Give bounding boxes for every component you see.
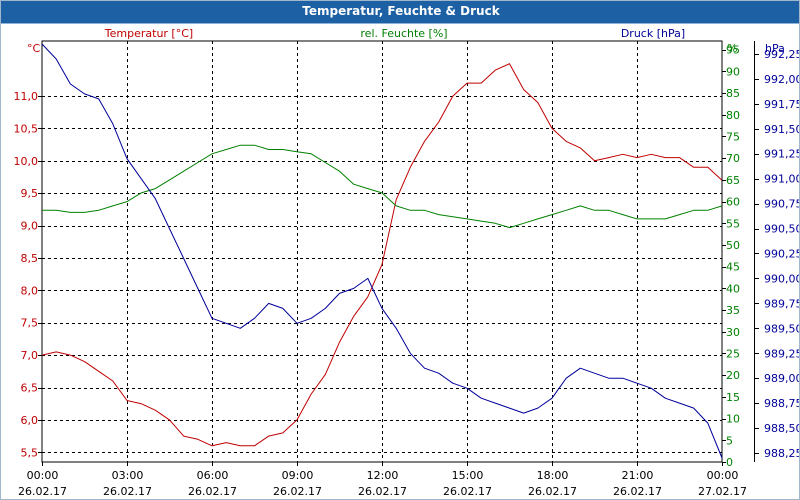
humidity-tick-label: 70: [726, 152, 740, 165]
pressure-tick-label: 988,50: [764, 422, 800, 435]
humidity-tick-label: 5: [726, 434, 733, 447]
x-tick-label-time: 09:00: [282, 469, 314, 482]
pressure-tick-label: 991,50: [764, 123, 800, 136]
x-tick-label-date: 26.02.17: [103, 485, 152, 498]
temperature-tick-label: 9,0: [21, 220, 39, 233]
x-tick-label-date: 26.02.17: [613, 485, 662, 498]
pressure-tick-label: 991,25: [764, 148, 800, 161]
humidity-tick-label: 55: [726, 217, 740, 230]
x-tick-label-date: 26.02.17: [188, 485, 237, 498]
pressure-tick-label: 990,25: [764, 247, 800, 260]
temperature-tick-label: 7,0: [21, 349, 39, 362]
temperature-tick-label: 8,0: [21, 284, 39, 297]
pressure-tick-label: 989,00: [764, 372, 800, 385]
temperature-tick-label: 9,5: [21, 187, 39, 200]
x-tick-label-date: 26.02.17: [443, 485, 492, 498]
temperature-axis-unit: °C: [27, 42, 41, 55]
pressure-tick-label: 989,50: [764, 322, 800, 335]
humidity-tick-label: 30: [726, 326, 740, 339]
humidity-tick-label: 25: [726, 347, 740, 360]
x-tick-label-date: 27.02.17: [698, 485, 747, 498]
temperature-tick-label: 10,0: [14, 155, 39, 168]
pressure-tick-label: 992,25: [764, 48, 800, 61]
temperature-tick-label: 11,0: [14, 90, 39, 103]
series-label-humidity: rel. Feuchte [%]: [360, 27, 447, 40]
humidity-tick-label: 65: [726, 174, 740, 187]
humidity-tick-label: 75: [726, 130, 740, 143]
series-line-temperature: [41, 63, 723, 447]
x-tick-label-date: 26.02.17: [273, 485, 322, 498]
x-tick-label-time: 21:00: [622, 469, 654, 482]
series-line-humidity: [42, 144, 723, 229]
x-tick-label-time: 18:00: [537, 469, 569, 482]
humidity-tick-label: 60: [726, 196, 740, 209]
series-line-pressure: [41, 43, 723, 459]
title-bar: Temperatur, Feuchte & Druck: [1, 1, 799, 24]
pressure-tick-label: 988,25: [764, 447, 800, 460]
series-label-temperature: Temperatur [°C]: [104, 27, 193, 40]
x-tick-label-date: 26.02.17: [358, 485, 407, 498]
humidity-tick-label: 95: [726, 44, 740, 57]
pressure-tick-label: 990,75: [764, 198, 800, 211]
x-tick-label-time: 15:00: [452, 469, 484, 482]
pressure-tick-label: 992,00: [764, 73, 800, 86]
humidity-tick-label: 10: [726, 413, 740, 426]
humidity-tick-label: 40: [726, 282, 740, 295]
x-tick-label-date: 26.02.17: [528, 485, 577, 498]
temperature-tick-label: 10,5: [14, 122, 39, 135]
temperature-tick-label: 8,5: [21, 252, 39, 265]
x-tick-label-time: 00:00: [27, 469, 59, 482]
temperature-tick-label: 7,5: [21, 317, 39, 330]
humidity-axis-unit: %: [727, 42, 737, 55]
pressure-tick-label: 988,75: [764, 397, 800, 410]
humidity-tick-label: 80: [726, 109, 740, 122]
pressure-tick-label: 989,25: [764, 347, 800, 360]
humidity-tick-label: 35: [726, 304, 740, 317]
humidity-tick-label: 90: [726, 65, 740, 78]
x-tick-label-time: 12:00: [367, 469, 399, 482]
pressure-tick-label: 990,50: [764, 223, 800, 236]
pressure-tick-label: 991,75: [764, 98, 800, 111]
series-label-pressure: Druck [hPa]: [621, 27, 685, 40]
x-tick-label-time: 03:00: [112, 469, 144, 482]
x-tick-label-time: 00:00: [707, 469, 739, 482]
pressure-tick-label: 990,00: [764, 272, 800, 285]
humidity-tick-label: 20: [726, 369, 740, 382]
pressure-axis-unit: hPa: [765, 42, 785, 55]
humidity-tick-label: 45: [726, 261, 740, 274]
x-tick-label-date: 26.02.17: [18, 485, 67, 498]
temperature-tick-label: 6,5: [21, 382, 39, 395]
humidity-tick-label: 0: [726, 456, 733, 469]
pressure-tick-label: 989,75: [764, 297, 800, 310]
humidity-tick-label: 50: [726, 239, 740, 252]
humidity-tick-label: 85: [726, 87, 740, 100]
x-tick-label-time: 06:00: [197, 469, 229, 482]
chart-title: Temperatur, Feuchte & Druck: [302, 4, 500, 18]
temperature-tick-label: 6,0: [21, 414, 39, 427]
temperature-tick-label: 5,5: [21, 446, 39, 459]
humidity-tick-label: 15: [726, 391, 740, 404]
pressure-tick-label: 991,00: [764, 173, 800, 186]
